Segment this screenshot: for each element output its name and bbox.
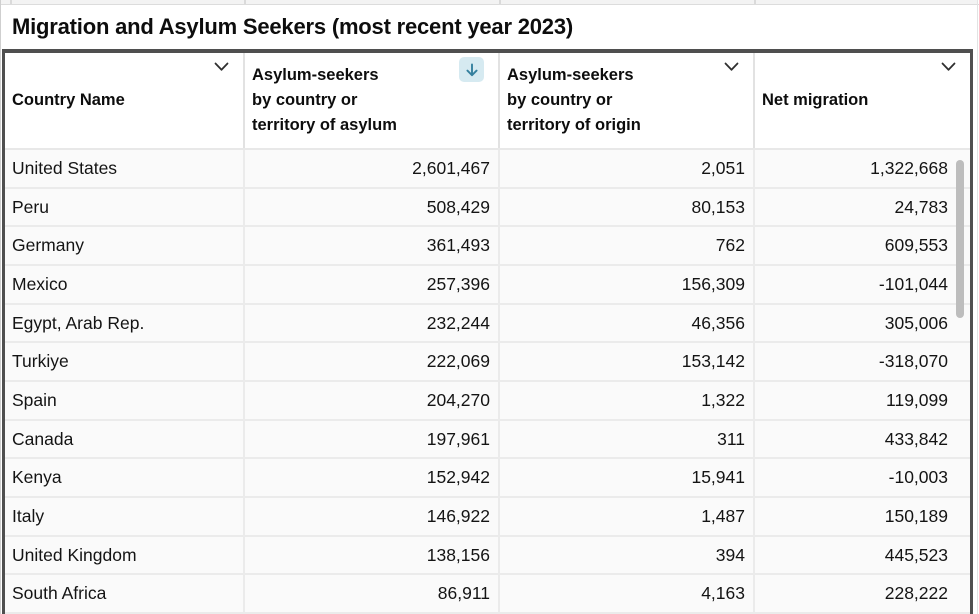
vertical-scrollbar-thumb[interactable] <box>956 160 964 318</box>
chevron-down-icon[interactable] <box>214 62 229 72</box>
cell-net-migration: 433,842 <box>884 428 948 449</box>
grid-divider <box>754 0 756 4</box>
cell-country-name: Spain <box>5 382 245 419</box>
cell-country-name: United States <box>5 150 245 187</box>
table-row: Spain 204,270 1,322 119,099 <box>5 382 970 421</box>
cell-asylum-seekers-by-asylum: 197,961 <box>245 420 500 458</box>
cell-asylum-seekers-by-asylum: 2,601,467 <box>245 150 500 187</box>
cell-asylum-seekers-by-asylum: 232,244 <box>245 304 500 342</box>
clipped-row-above <box>1 0 977 4</box>
cell-net-migration: -318,070 <box>878 351 948 372</box>
cell-asylum-seekers-by-asylum: 508,429 <box>245 188 500 226</box>
column-header-label: Country Name <box>12 91 125 109</box>
sort-descending-icon[interactable] <box>459 57 484 82</box>
cell-country-name: Mexico <box>5 266 245 303</box>
column-header-asylum-seekers-by-asylum[interactable]: Asylum-seekers by country or territory o… <box>245 53 500 148</box>
table-row: United States 2,601,467 2,051 1,322,668 <box>5 150 970 189</box>
cell-asylum-seekers-by-origin: 394 <box>500 536 755 574</box>
chevron-down-icon[interactable] <box>941 62 956 72</box>
viewport-edge <box>977 0 978 614</box>
page-title: Migration and Asylum Seekers (most recen… <box>12 14 574 39</box>
table-header-row: Country Name Asylum-seekers by country o… <box>5 53 970 150</box>
arrow-down-icon <box>465 63 478 76</box>
cell-asylum-seekers-by-origin: 1,322 <box>500 382 755 419</box>
column-header-label: Asylum-seekers by country or territory o… <box>252 66 397 134</box>
cell-asylum-seekers-by-asylum: 257,396 <box>245 266 500 303</box>
table-row: Canada 197,961 311 433,842 <box>5 420 970 460</box>
chevron-down-icon[interactable] <box>724 62 739 72</box>
column-header-country-name[interactable]: Country Name <box>5 53 245 148</box>
cell-asylum-seekers-by-asylum: 152,942 <box>245 459 500 497</box>
cell-net-migration: 305,006 <box>884 312 948 333</box>
column-header-label: Asylum-seekers by country or territory o… <box>507 66 641 134</box>
cell-net-migration: 445,523 <box>884 544 948 565</box>
cell-asylum-seekers-by-origin: 762 <box>500 227 755 265</box>
cell-asylum-seekers-by-origin: 311 <box>500 420 755 458</box>
cell-asylum-seekers-by-asylum: 146,922 <box>245 498 500 535</box>
cell-asylum-seekers-by-origin: 2,051 <box>500 150 755 187</box>
column-header-label: Net migration <box>762 91 869 109</box>
viewport-edge <box>0 0 1 614</box>
cell-asylum-seekers-by-origin: 80,153 <box>500 188 755 226</box>
cell-country-name: Turkiye <box>5 343 245 381</box>
cell-country-name: Kenya <box>5 459 245 497</box>
cell-asylum-seekers-by-asylum: 86,911 <box>245 575 500 613</box>
cell-country-name: United Kingdom <box>5 536 245 574</box>
table-row: Italy 146,922 1,487 150,189 <box>5 498 970 537</box>
divider <box>0 4 979 5</box>
cell-asylum-seekers-by-origin: 46,356 <box>500 304 755 342</box>
cell-net-migration: 119,099 <box>886 389 948 410</box>
title-row: Migration and Asylum Seekers (most recen… <box>2 5 977 49</box>
cell-country-name: Germany <box>5 227 245 265</box>
grid-divider <box>499 0 501 4</box>
cell-asylum-seekers-by-origin: 1,487 <box>500 498 755 535</box>
cell-asylum-seekers-by-origin: 156,309 <box>500 266 755 303</box>
cell-country-name: Peru <box>5 188 245 226</box>
cell-asylum-seekers-by-asylum: 361,493 <box>245 227 500 265</box>
table-row: Peru 508,429 80,153 24,783 <box>5 188 970 228</box>
cell-asylum-seekers-by-asylum: 204,270 <box>245 382 500 419</box>
cell-net-migration: 150,189 <box>884 505 948 526</box>
table-row: Germany 361,493 762 609,553 <box>5 227 970 267</box>
cell-net-migration: 1,322,668 <box>870 157 948 178</box>
table-border-right <box>970 49 973 614</box>
cell-net-migration: -101,044 <box>878 273 948 294</box>
column-header-net-migration[interactable]: Net migration <box>755 53 970 148</box>
table-border-left <box>2 49 5 614</box>
table-body: United States 2,601,467 2,051 1,322,668 … <box>5 150 970 614</box>
cell-asylum-seekers-by-origin: 4,163 <box>500 575 755 613</box>
cell-asylum-seekers-by-origin: 153,142 <box>500 343 755 381</box>
cell-country-name: South Africa <box>5 575 245 613</box>
table-row: United Kingdom 138,156 394 445,523 <box>5 536 970 576</box>
cell-net-migration: 609,553 <box>884 235 948 256</box>
cell-net-migration: -10,003 <box>888 467 948 488</box>
cell-country-name: Italy <box>5 498 245 535</box>
table-row: Kenya 152,942 15,941 -10,003 <box>5 459 970 499</box>
cell-asylum-seekers-by-asylum: 222,069 <box>245 343 500 381</box>
cell-country-name: Egypt, Arab Rep. <box>5 304 245 342</box>
cell-net-migration: 24,783 <box>894 196 948 217</box>
table-row: Mexico 257,396 156,309 -101,044 <box>5 266 970 305</box>
grid-divider <box>244 0 246 4</box>
cell-net-migration: 228,222 <box>884 583 948 604</box>
column-header-asylum-seekers-by-origin[interactable]: Asylum-seekers by country or territory o… <box>500 53 755 148</box>
table-row: Turkiye 222,069 153,142 -318,070 <box>5 343 970 383</box>
cell-country-name: Canada <box>5 420 245 458</box>
table-row: Egypt, Arab Rep. 232,244 46,356 305,006 <box>5 304 970 344</box>
title-divider <box>2 49 973 53</box>
cell-asylum-seekers-by-origin: 15,941 <box>500 459 755 497</box>
table-row: South Africa 86,911 4,163 228,222 <box>5 575 970 614</box>
grid-divider <box>10 0 12 4</box>
cell-asylum-seekers-by-asylum: 138,156 <box>245 536 500 574</box>
